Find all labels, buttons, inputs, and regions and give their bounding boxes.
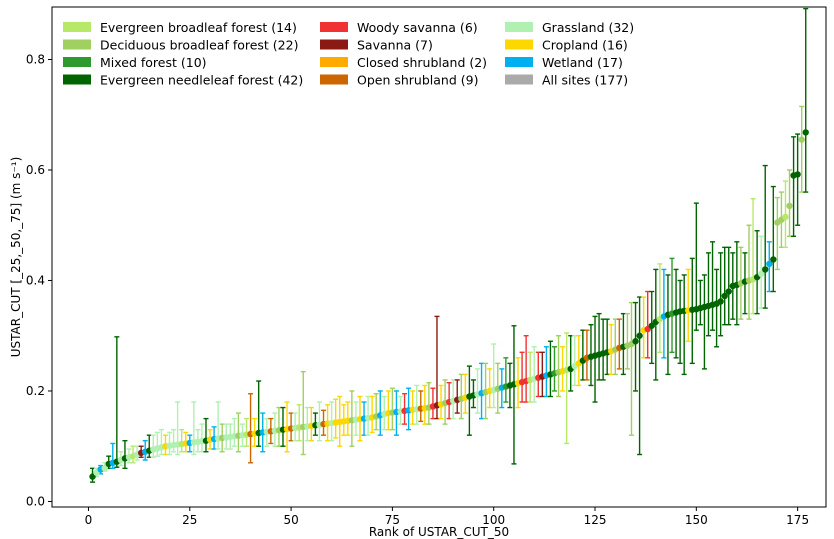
legend-label: Savanna (7) xyxy=(357,38,433,53)
legend-label: All sites (177) xyxy=(542,73,628,88)
legend-label: Evergreen broadleaf forest (14) xyxy=(100,20,297,35)
y-tick-label: 0.6 xyxy=(26,163,45,177)
median-point xyxy=(636,332,643,339)
median-point xyxy=(717,298,724,305)
median-point xyxy=(721,292,728,300)
median-point xyxy=(798,136,805,143)
median-point xyxy=(782,213,789,221)
legend-swatch xyxy=(63,57,91,67)
x-axis: 0 25 50 75 100 125 150 175 xyxy=(85,507,809,527)
y-tick-label: 0.4 xyxy=(26,273,45,287)
legend-label: Grassland (32) xyxy=(542,20,634,35)
legend-swatch xyxy=(63,39,91,50)
median-point xyxy=(101,465,108,472)
y-tick-label: 0.8 xyxy=(26,52,45,66)
median-point xyxy=(89,473,96,480)
median-point xyxy=(762,266,769,273)
x-tick-label: 25 xyxy=(182,513,197,527)
median-point xyxy=(725,288,732,295)
errorbar-layer xyxy=(90,7,809,483)
median-point xyxy=(770,256,777,263)
median-point xyxy=(766,260,773,268)
legend-label: Deciduous broadleaf forest (22) xyxy=(100,38,298,53)
legend-label: Evergreen needleleaf forest (42) xyxy=(100,73,303,88)
legend-label: Cropland (16) xyxy=(542,38,628,53)
legend-swatch xyxy=(63,74,91,85)
legend-swatch xyxy=(505,74,533,85)
legend-swatch xyxy=(63,22,91,32)
median-point xyxy=(632,338,639,345)
x-tick-label: 175 xyxy=(786,513,809,527)
x-tick-label: 50 xyxy=(283,513,298,527)
legend-label: Woody savanna (6) xyxy=(357,20,478,35)
x-tick-label: 150 xyxy=(685,513,708,527)
x-tick-label: 125 xyxy=(584,513,607,527)
y-tick-label: 0.0 xyxy=(26,494,45,508)
median-point xyxy=(786,202,793,210)
x-tick-label: 75 xyxy=(385,513,400,527)
legend-swatch xyxy=(505,22,533,32)
median-point xyxy=(794,171,801,178)
legend-swatch xyxy=(505,57,533,67)
y-axis-title: USTAR_CUT [_25,_50,_75] (m s⁻¹) xyxy=(9,157,23,358)
legend-swatch xyxy=(505,39,533,50)
legend-swatch xyxy=(320,74,348,85)
y-tick-label: 0.2 xyxy=(26,384,45,398)
legend-swatch xyxy=(320,57,348,67)
median-point xyxy=(648,322,655,329)
y-axis: 0.0 0.2 0.4 0.6 0.8 xyxy=(26,52,52,508)
legend-swatch xyxy=(320,39,348,50)
legend-label: Closed shrubland (2) xyxy=(357,55,487,70)
legend-label: Mixed forest (10) xyxy=(100,55,207,70)
median-point xyxy=(802,129,809,136)
legend: Evergreen broadleaf forest (14) Deciduous… xyxy=(63,20,634,88)
x-tick-label: 0 xyxy=(85,513,93,527)
legend-label: Open shrubland (9) xyxy=(357,73,478,88)
x-tick-label: 100 xyxy=(482,513,505,527)
legend-label: Wetland (17) xyxy=(542,55,623,70)
x-axis-title: Rank of USTAR_CUT_50 xyxy=(369,525,509,539)
median-point xyxy=(757,270,765,278)
point-layer xyxy=(89,129,809,480)
legend-swatch xyxy=(320,22,348,32)
